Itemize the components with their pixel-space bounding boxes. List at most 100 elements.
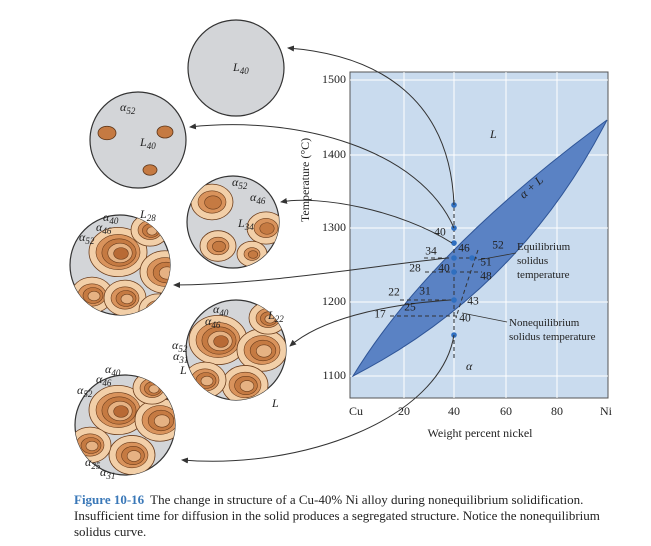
phase-label: L [179,363,187,377]
grains [186,301,286,400]
phase-symbol: α [103,210,110,224]
phase-symbol: α [100,465,107,479]
phase-label: α52 [232,175,248,191]
phase-label: α52 [172,338,188,354]
grain-ring [212,240,226,253]
phase-symbol: α [120,100,127,114]
phase-subscript: 34 [244,222,255,232]
grain-ring [126,450,142,462]
phase-symbol: α [250,190,257,204]
x-axis-label: Weight percent nickel [428,426,534,440]
region-label: α [466,359,473,373]
point-label: 25 [404,302,416,314]
grain-ring [146,226,158,236]
phase-subscript: 22 [275,314,285,324]
phase-label: L [271,396,279,410]
grain-ring [148,384,160,394]
figure: L40α52L40α52α46L34α40α46α52L28α40α46L22α… [69,19,613,481]
x-tick-label: 60 [500,404,512,418]
phase-subscript: 52 [83,389,93,399]
phase-subscript: 28 [147,213,157,223]
phase-label: α31 [100,465,115,481]
point-label: 28 [409,263,421,275]
microstructure-circle [187,19,285,117]
phase-symbol: α [172,338,179,352]
phase-label: α40 [213,302,229,318]
y-tick-label: 1500 [322,72,346,86]
phase-label: α52 [77,383,93,399]
phase-symbol: α [79,230,86,244]
phase-label: L22 [267,308,284,324]
grain-ring [153,414,171,428]
phase-subscript: 52 [126,106,136,116]
arrows [173,45,455,464]
phase-label: α46 [205,314,221,330]
phase-symbol: L [271,396,279,410]
point-label: 40 [434,227,446,239]
microstructure-circle [89,91,187,189]
grain-ring [204,195,222,210]
grain-ring [145,300,170,315]
phase-symbol: α [213,302,220,316]
grain-ring [259,222,275,235]
phase-symbol: α [96,372,103,386]
microstructures: L40α52L40α52α46L34α40α46α52L28α40α46L22α… [69,19,287,481]
phase-subscript: 31 [105,471,115,481]
phase-label: α40 [105,362,121,378]
region-label: L [489,127,497,141]
grain-ring [85,440,99,452]
grain-ring [264,314,276,324]
callout: Equilibrium solidus temperature [517,241,571,281]
phase-subscript: 46 [102,226,112,236]
phase-subscript: 46 [211,320,221,330]
phase-symbol: α [77,383,84,397]
caption-label: Figure 10-16 [74,492,145,507]
grain-ring [247,250,259,259]
grain-ring [239,380,255,392]
point-label: 51 [480,257,492,269]
phase-label: α52 [79,230,95,246]
grain-ring [113,247,129,260]
phase-symbol: α [85,455,92,469]
grain [156,125,174,139]
point-label: 22 [388,287,400,299]
point-label: 40 [438,263,450,275]
phase-symbol: L [139,135,147,149]
phase-subscript: 40 [109,216,119,226]
phase-subscript: 52 [238,181,248,191]
phase-label: α25 [85,455,101,471]
phase-label: L28 [139,207,156,223]
phase-symbol: L [237,216,245,230]
phase-symbol: α [96,220,103,234]
grain-ring [213,335,229,348]
phase-label: L40 [232,60,249,76]
phase-subscript: 31 [178,355,188,365]
grain-ring [255,344,273,358]
point-label: 52 [492,240,504,252]
point-label: 17 [374,309,386,321]
phase-subscript: 46 [256,196,266,206]
phase-symbol: α [173,349,180,363]
callout-lines [461,252,517,323]
phase-subscript: 40 [147,141,157,151]
phase-symbol: L [267,308,275,322]
grains [97,125,174,176]
caption: Figure 10-16 The change in structure of a… [74,492,634,540]
grain-ring [150,303,168,315]
x-tick-label: 40 [448,404,460,418]
grain-ring [200,375,214,387]
phase-symbol: L [179,363,187,377]
y-axis-label: Temperature (°C) [298,138,312,222]
phase-subscript: 46 [102,378,112,388]
y-tick-label: 1200 [322,294,346,308]
grain [97,125,117,141]
point-label: 48 [480,271,492,283]
phase-label: α46 [96,372,112,388]
point-label: 40 [459,313,471,325]
phase-label: α46 [250,190,266,206]
y-tick-label: 1300 [322,220,346,234]
phase-subscript: 52 [85,236,95,246]
phase-symbol: L [139,207,147,221]
grain-ring [87,290,101,302]
